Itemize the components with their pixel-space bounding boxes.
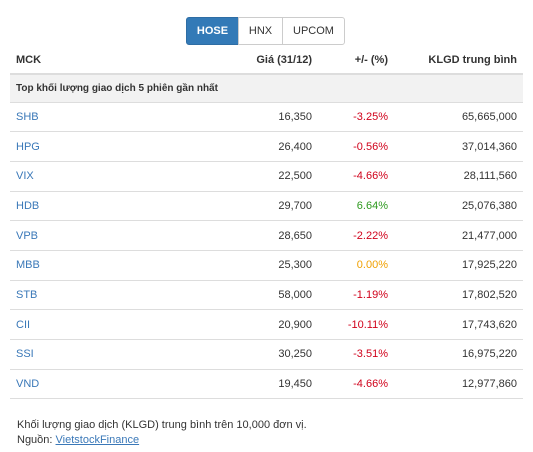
cell-change: -1.19% (318, 280, 394, 311)
cell-mck[interactable]: STB (10, 280, 210, 311)
cell-price: 26,400 (210, 131, 318, 162)
cell-price: 19,450 (210, 369, 318, 400)
cell-volume: 65,665,000 (394, 102, 523, 133)
table-row: VPB 28,650 -2.22% 21,477,000 (10, 220, 523, 251)
table-row: VIX 22,500 -4.66% 28,111,560 (10, 161, 523, 192)
cell-change: 6.64% (318, 191, 394, 222)
cell-mck[interactable]: SHB (10, 102, 210, 133)
tab-hnx[interactable]: HNX (238, 17, 283, 45)
cell-change: -3.51% (318, 339, 394, 370)
source-line: Nguồn: VietstockFinance (17, 434, 139, 446)
cell-change: -4.66% (318, 369, 394, 400)
cell-change: -10.11% (318, 309, 394, 340)
table-row: SHB 16,350 -3.25% 65,665,000 (10, 102, 523, 133)
cell-mck[interactable]: SSI (10, 339, 210, 370)
header-price: Giá (31/12) (210, 46, 318, 75)
source-label: Nguồn: (17, 434, 56, 446)
cell-volume: 28,111,560 (394, 161, 523, 192)
table-row: VND 19,450 -4.66% 12,977,860 (10, 369, 523, 400)
cell-price: 28,650 (210, 220, 318, 251)
cell-price: 16,350 (210, 102, 318, 133)
cell-volume: 12,977,860 (394, 369, 523, 400)
source-link[interactable]: VietstockFinance (55, 434, 140, 446)
cell-mck[interactable]: HDB (10, 191, 210, 222)
group-row: Top khối lượng giao dịch 5 phiên gần nhấ… (10, 74, 523, 103)
cell-mck[interactable]: VIX (10, 161, 210, 192)
cell-price: 22,500 (210, 161, 318, 192)
group-title: Top khối lượng giao dịch 5 phiên gần nhấ… (10, 74, 523, 103)
table-row: CII 20,900 -10.11% 17,743,620 (10, 309, 523, 340)
tab-upcom[interactable]: UPCOM (282, 17, 345, 45)
tab-hose[interactable]: HOSE (186, 17, 239, 45)
table-row: MBB 25,300 0.00% 17,925,220 (10, 250, 523, 281)
header-change: +/- (%) (318, 46, 394, 75)
header-volume: KLGD trung bình (394, 46, 523, 75)
cell-price: 20,900 (210, 309, 318, 340)
cell-change: 0.00% (318, 250, 394, 281)
cell-price: 30,250 (210, 339, 318, 370)
cell-change: -3.25% (318, 102, 394, 133)
cell-price: 25,300 (210, 250, 318, 281)
table-row: HDB 29,700 6.64% 25,076,380 (10, 191, 523, 222)
cell-volume: 17,743,620 (394, 309, 523, 340)
table-row: SSI 30,250 -3.51% 16,975,220 (10, 339, 523, 370)
cell-volume: 16,975,220 (394, 339, 523, 370)
cell-price: 58,000 (210, 280, 318, 311)
table-row: STB 58,000 -1.19% 17,802,520 (10, 280, 523, 311)
cell-price: 29,700 (210, 191, 318, 222)
cell-mck[interactable]: VPB (10, 220, 210, 251)
cell-mck[interactable]: MBB (10, 250, 210, 281)
table-row: HPG 26,400 -0.56% 37,014,360 (10, 131, 523, 162)
cell-change: -2.22% (318, 220, 394, 251)
cell-change: -0.56% (318, 131, 394, 162)
cell-mck[interactable]: VND (10, 369, 210, 400)
cell-change: -4.66% (318, 161, 394, 192)
header-mck: MCK (10, 46, 210, 75)
exchange-tabs: HOSE HNX UPCOM (186, 17, 345, 45)
cell-volume: 21,477,000 (394, 220, 523, 251)
footnote: Khối lượng giao dịch (KLGD) trung bình t… (17, 419, 307, 431)
cell-volume: 37,014,360 (394, 131, 523, 162)
cell-mck[interactable]: HPG (10, 131, 210, 162)
cell-volume: 17,802,520 (394, 280, 523, 311)
top-volume-table: MCK Giá (31/12) +/- (%) KLGD trung bình … (10, 46, 523, 400)
cell-volume: 25,076,380 (394, 191, 523, 222)
table-header-row: MCK Giá (31/12) +/- (%) KLGD trung bình (10, 46, 523, 75)
cell-volume: 17,925,220 (394, 250, 523, 281)
cell-mck[interactable]: CII (10, 309, 210, 340)
